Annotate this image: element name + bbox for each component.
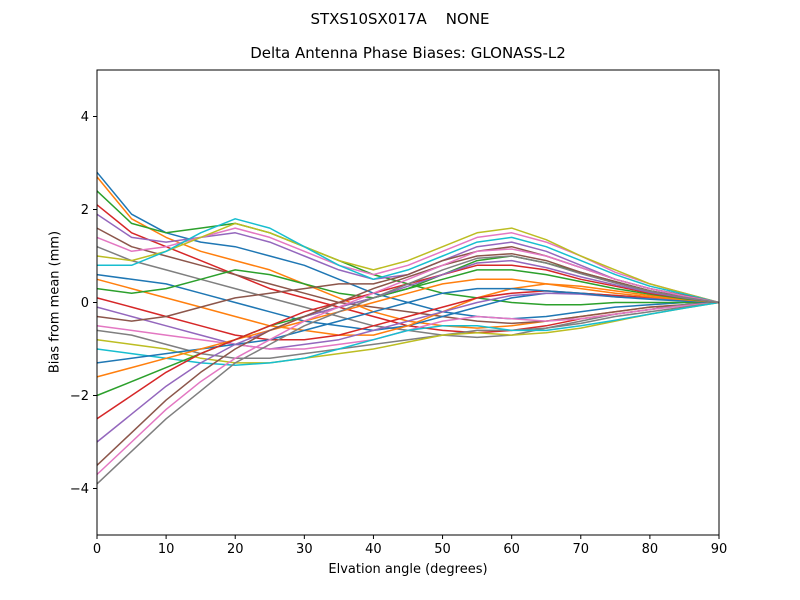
chart-line [96, 301, 720, 364]
chart-line [96, 222, 720, 304]
chart-line [96, 176, 720, 329]
chart-line [96, 204, 720, 334]
chart-line [96, 290, 720, 341]
y-tick-label: 4 [81, 110, 89, 125]
chart-line [96, 227, 720, 325]
chart-line [96, 259, 720, 443]
x-tick-label: 40 [365, 542, 382, 557]
chart-line [96, 252, 720, 466]
x-axis-label: Elvation angle (degrees) [328, 562, 488, 577]
x-tick-label: 20 [227, 542, 244, 557]
x-tick-label: 30 [296, 542, 313, 557]
chart-line [96, 278, 720, 378]
x-tick-label: 0 [93, 542, 101, 557]
y-tick-label: −2 [70, 389, 89, 404]
chart-line [96, 292, 720, 350]
x-tick-label: 70 [573, 542, 590, 557]
chart-line [96, 248, 720, 476]
chart-line [97, 218, 720, 304]
axes-title: Delta Antenna Phase Biases: GLONASS-L2 [250, 44, 566, 62]
y-tick-label: −4 [70, 482, 89, 497]
y-tick-label: 2 [81, 203, 89, 218]
x-tick-label: 10 [158, 542, 175, 557]
x-tick-label: 50 [434, 542, 451, 557]
x-tick-label: 90 [711, 542, 728, 557]
chart-line [96, 255, 720, 485]
y-tick-label: 0 [81, 296, 89, 311]
x-tick-label: 80 [642, 542, 659, 557]
x-tick-label: 60 [503, 542, 520, 557]
figure-suptitle: STXS10SX017A NONE [310, 10, 490, 28]
